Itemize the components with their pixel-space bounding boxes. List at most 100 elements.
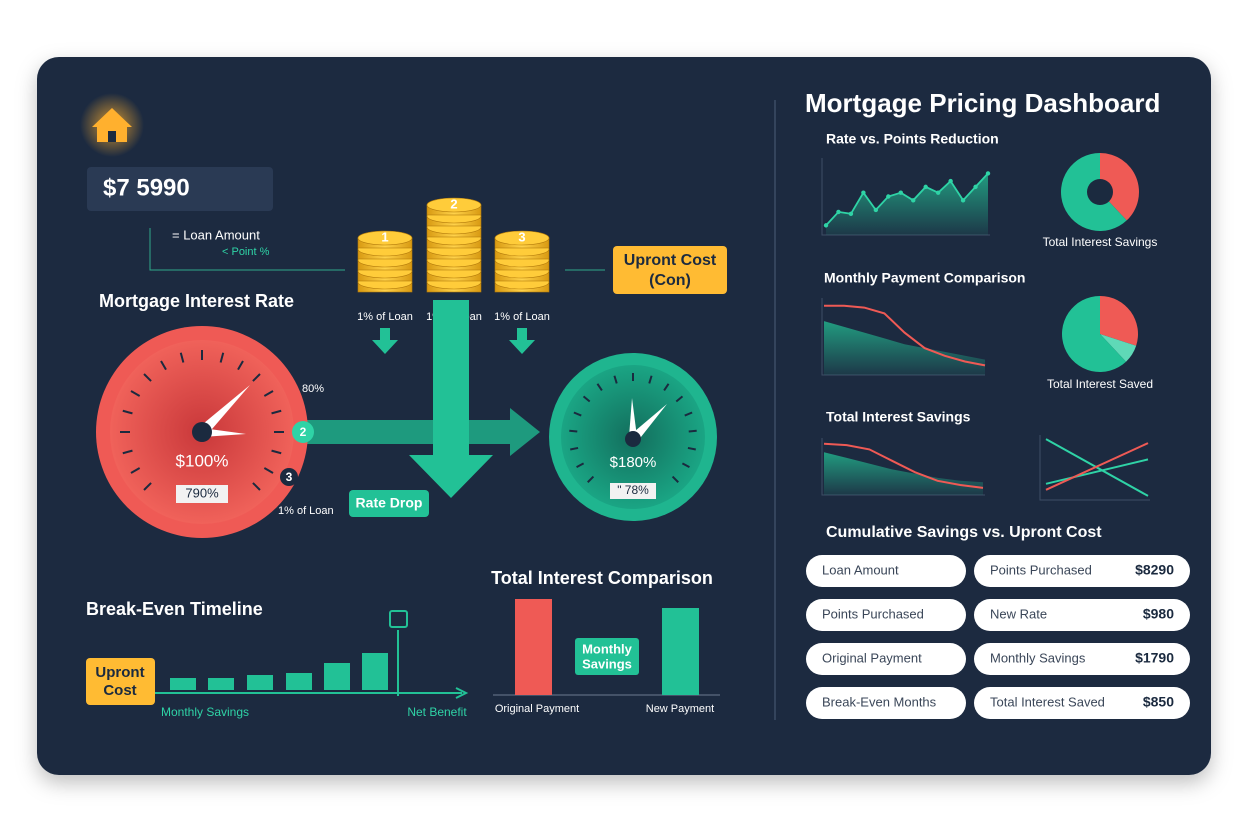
gauge-tick [252, 373, 261, 382]
section-title: Break-Even Timeline [86, 599, 263, 619]
gauge-ticks [569, 373, 697, 483]
gauge-value: $100% [176, 451, 229, 470]
point-label: < Point % [222, 246, 270, 258]
comparison-bar [515, 599, 552, 695]
coin-number: 2 [450, 196, 457, 211]
axis-label: Net Benefit [407, 705, 467, 719]
point [848, 211, 854, 217]
dashboard-title: Mortgage Pricing Dashboard [805, 88, 1160, 118]
savings-bar [286, 673, 312, 690]
cell-value: $1790 [1135, 650, 1174, 666]
cell: Loan Amount [822, 562, 899, 577]
pie-label: Total Interest Savings [1043, 235, 1158, 249]
point [911, 198, 916, 203]
gauge-tick [675, 395, 684, 403]
gauge-tick [130, 390, 141, 397]
gauge-tick [271, 449, 282, 455]
coin-label: 1% of Loan [494, 311, 550, 323]
pill [974, 643, 1190, 675]
point [898, 190, 903, 195]
point [935, 190, 941, 195]
rate-drop: Rate Drop [356, 495, 423, 511]
gauge-tick [582, 395, 591, 403]
chart-title: Rate vs. Points Reduction [826, 131, 999, 147]
marker-dot [280, 468, 298, 486]
line [823, 442, 984, 489]
gauge-ticks [120, 350, 284, 491]
cell: Break-Even Months [822, 694, 937, 709]
area [826, 173, 988, 235]
cost-line: Upront [95, 664, 144, 681]
x-label: Original Payment [495, 703, 579, 715]
badge-line: Savings [582, 656, 632, 671]
gauge-sub-box [176, 485, 228, 503]
gauge-tick [263, 467, 274, 474]
gauge-tick [219, 352, 225, 363]
pie-slice [1100, 153, 1139, 221]
axis-label: Monthly Savings [161, 705, 249, 719]
needle-hub [625, 431, 641, 447]
area [824, 452, 983, 495]
savings-bar [362, 653, 388, 690]
chart-title: Monthly Payment Comparison [824, 270, 1025, 286]
gauge-tick [663, 383, 670, 391]
rate-drop-box [349, 490, 429, 517]
badge [575, 638, 639, 675]
savings-bar [208, 678, 234, 690]
savings-bar [324, 663, 350, 690]
calendar-icon [389, 610, 408, 628]
needle [202, 428, 246, 437]
gauge-tick [122, 409, 133, 415]
area [824, 321, 985, 375]
gauge-marker: 80% [302, 383, 324, 395]
point [861, 190, 866, 195]
gauge-tick [263, 390, 274, 397]
point [985, 171, 991, 176]
gauge-tick [122, 449, 133, 455]
comparison-bar [662, 608, 699, 695]
flow-arrow [300, 408, 540, 456]
table-title: Cumulative Savings vs. Upront Cost [826, 524, 1102, 541]
line [824, 304, 986, 367]
gauge-value: $180% [610, 454, 657, 471]
coin-number: 1 [381, 229, 388, 244]
gauge-tick [576, 462, 585, 469]
gauge-tick [252, 482, 261, 491]
pie-slice [1062, 296, 1127, 372]
amount: $7 5990 [103, 174, 190, 201]
gauge-tick [687, 446, 696, 451]
pill [806, 687, 966, 719]
point [973, 184, 978, 190]
point [948, 178, 953, 184]
drop-arrow [409, 300, 493, 498]
coin-label: 1% of Loan [357, 311, 413, 323]
cell: Points Purchased [822, 606, 924, 621]
gauge-marker: 2 [300, 425, 307, 439]
cell: Points Purchased [990, 562, 1092, 577]
gauge-tick [587, 475, 595, 483]
savings-bar [170, 678, 196, 690]
pie-slice [1100, 296, 1138, 346]
gauge-sub-box [610, 483, 656, 499]
gauge-tick [237, 360, 244, 371]
down-arrow [372, 328, 398, 354]
needle-hub [192, 422, 212, 442]
donut-hole [1087, 179, 1113, 205]
cell-value: $8290 [1135, 562, 1174, 578]
point [823, 223, 829, 228]
pill [974, 599, 1190, 631]
badge-line: Monthly [582, 641, 633, 656]
point [836, 209, 841, 215]
pill [974, 687, 1190, 719]
axis [1039, 435, 1150, 501]
gauge-sub: " 78% [617, 483, 649, 497]
table: Loan Amount Points Purchased Original Paym… [806, 555, 1190, 719]
marker-dot [292, 421, 314, 443]
line [825, 172, 989, 227]
upfront-line: (Con) [649, 272, 691, 289]
gauge-title: Mortgage Interest Rate [99, 291, 294, 311]
coin-stacks: 11% of Loan21% of Loan31% of Loan [357, 196, 550, 354]
gauge-tick [179, 352, 185, 363]
gauge-tick [130, 467, 141, 474]
